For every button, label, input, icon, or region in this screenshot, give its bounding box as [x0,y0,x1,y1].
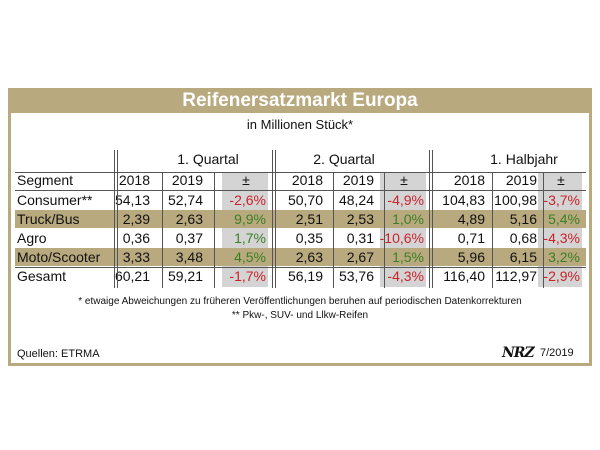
table-cell: 2,39 [122,211,150,227]
table-cell: 3,48 [175,249,203,265]
header-rule [15,172,586,173]
segment-header: Segment [17,172,74,188]
table-cell: -10,6% [379,230,424,246]
footnote-2: ** Pkw-, SUV- und Llkw-Reifen [231,310,369,321]
table-cell: 104,83 [442,192,485,208]
delta-column-bg [222,173,268,287]
column-header: 2018 [118,172,150,188]
column-header: 2019 [505,172,537,188]
table-cell: -4,3% [543,230,580,246]
table-cell: 2,53 [346,211,374,227]
total-cell: 116,40 [443,268,485,284]
table-cell: 1,0% [392,211,424,227]
table-cell: 3,33 [122,249,150,265]
table-cell: 0,71 [457,230,485,246]
column-header: 2019 [171,172,203,188]
column-divider [384,172,385,288]
total-cell: 53,76 [338,268,374,284]
delta-column-bg [538,173,582,287]
total-cell: 112,97 [495,268,537,284]
period-group-header: 1. Quartal [177,151,239,167]
table-cell: -4,9% [387,192,424,208]
source-label: Quellen: ETRMA [17,348,100,360]
column-header: 2018 [453,172,485,188]
segment-label: Truck/Bus [17,211,80,227]
table-subtitle: in Millionen Stück* [246,117,354,132]
table-cell: 1,5% [392,249,424,265]
column-header: 2019 [342,172,374,188]
table-cell: 1,7% [234,230,266,246]
total-cell: -1,7% [229,268,266,284]
table-cell: -3,7% [543,192,580,208]
table-cell: -2,6% [229,192,266,208]
column-divider [543,172,544,288]
table-cell: 0,37 [175,230,203,246]
total-cell: 59,21 [167,268,203,284]
total-cell: -2,9% [543,268,580,284]
table-cell: 9,9% [234,211,266,227]
table-cell: 2,63 [175,211,203,227]
total-cell: 56,19 [287,268,323,284]
row-highlight [15,210,586,228]
column-divider [114,150,118,288]
delta-column-bg [380,173,426,287]
segment-label: Moto/Scooter [17,249,101,265]
segment-label: Consumer** [17,192,93,208]
total-cell: 60,21 [114,268,150,284]
table-cell: 0,35 [295,230,323,246]
column-divider [214,172,215,288]
period-group-header: 2. Quartal [313,151,375,167]
column-divider [492,172,493,288]
table-cell: 5,16 [509,211,537,227]
table-cell: 48,24 [338,192,374,208]
column-divider [272,150,276,288]
column-header: 2018 [291,172,323,188]
total-label: Gesamt [17,268,67,284]
table-cell: 5,4% [548,211,580,227]
table-cell: 5,96 [457,249,485,265]
segment-label: Agro [17,230,47,246]
table-cell: 2,51 [295,211,323,227]
table-cell: 50,70 [287,192,323,208]
footnote-1: * etwaige Abweichungen zu früheren Veröf… [78,296,522,307]
issue-label: 7/2019 [540,347,574,359]
table-cell: 100,98 [494,192,537,208]
total-rule [15,267,586,268]
column-divider [162,172,163,288]
table-cell: 0,31 [346,230,374,246]
table-cell: 0,36 [122,230,150,246]
column-header: ± [242,172,250,188]
table-cell: 4,5% [234,249,266,265]
table-cell: 4,89 [457,211,485,227]
total-cell: -4,3% [387,268,424,284]
column-divider [429,150,433,288]
table-cell: 2,67 [346,249,374,265]
publisher-logo: NRZ [502,345,535,361]
period-group-header: 1. Halbjahr [490,151,558,167]
table-cell: 3,2% [548,249,580,265]
table-cell: 54,13 [114,192,150,208]
table-title: Reifenersatzmarkt Europa [8,88,592,113]
table-cell: 6,15 [509,249,537,265]
row-highlight [15,248,586,266]
table-cell: 52,74 [167,192,203,208]
column-header: ± [557,172,565,188]
table-cell: 0,68 [509,230,537,246]
header-bottom-rule [15,190,586,191]
column-divider [333,172,334,288]
column-header: ± [400,172,408,188]
table-cell: 2,63 [295,249,323,265]
